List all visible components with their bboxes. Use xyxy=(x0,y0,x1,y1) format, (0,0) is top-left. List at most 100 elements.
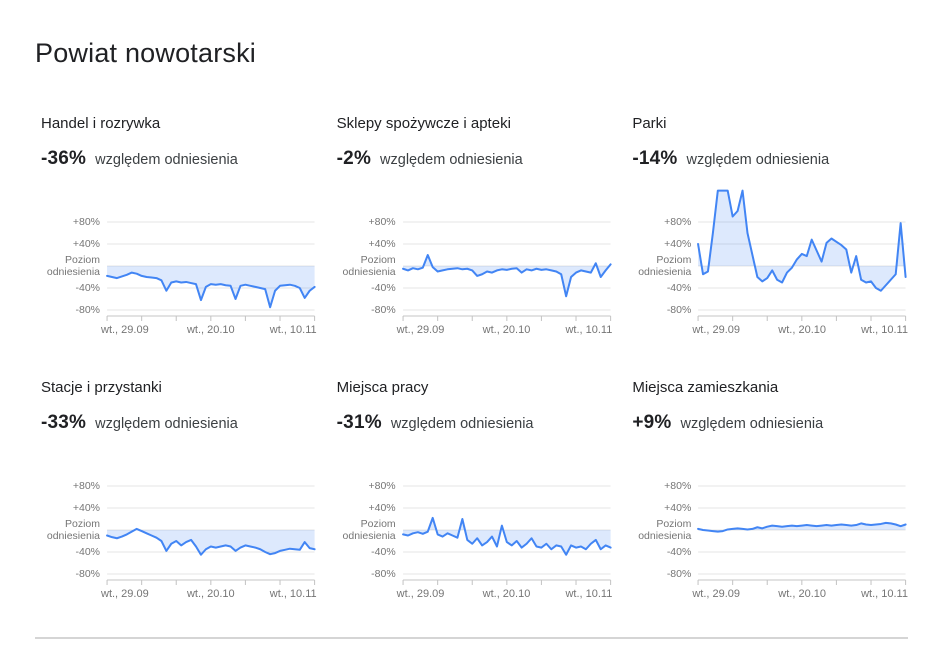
line-chart[interactable] xyxy=(401,449,613,587)
change-suffix: względem odniesienia xyxy=(380,152,523,168)
x-tick-start: wt., 29.09 xyxy=(396,588,445,600)
change-line: -31% względem odniesienia xyxy=(337,412,613,434)
chart-area: +80% +40% Poziom odniesienia -40% -80% xyxy=(41,185,317,323)
change-value: -31% xyxy=(336,412,382,433)
y-tick-minus40: -40% xyxy=(75,282,100,294)
y-tick-minus40: -40% xyxy=(75,546,100,558)
y-axis-labels: +80% +40% Poziom odniesienia -40% -80% xyxy=(41,185,105,323)
baseline-label: Poziom odniesienia xyxy=(46,518,100,542)
chart-area: +80% +40% Poziom odniesienia -40% -80% xyxy=(41,449,317,587)
x-tick-end: wt., 10.11 xyxy=(861,324,908,336)
change-line: +9% względem odniesienia xyxy=(632,412,908,434)
x-tick-mid: wt., 20.10 xyxy=(778,324,827,336)
change-line: -2% względem odniesienia xyxy=(337,148,613,170)
y-axis-labels: +80% +40% Poziom odniesienia -40% -80% xyxy=(337,449,401,587)
change-value: -2% xyxy=(336,148,372,169)
line-chart[interactable] xyxy=(696,449,908,587)
line-chart[interactable] xyxy=(105,449,317,587)
y-tick-plus80: +80% xyxy=(72,480,100,492)
baseline-label: Poziom odniesienia xyxy=(638,518,692,542)
y-tick-minus40: -40% xyxy=(371,546,396,558)
x-axis-labels: wt., 29.09 wt., 20.10 wt., 10.11 xyxy=(101,324,317,339)
chart-category-title: Miejsca zamieszkania xyxy=(632,379,779,396)
y-tick-minus40: -40% xyxy=(371,282,396,294)
chart-area: +80% +40% Poziom odniesienia -40% -80% xyxy=(337,185,613,323)
baseline-label: Poziom odniesienia xyxy=(342,254,396,278)
change-value: +9% xyxy=(632,412,672,433)
y-tick-plus80: +80% xyxy=(368,480,396,492)
chart-tile-sklepy-i-apteki: Sklepy spożywcze i apteki -2% względem o… xyxy=(331,115,613,339)
change-suffix: względem odniesienia xyxy=(390,416,534,432)
line-chart[interactable] xyxy=(105,185,317,323)
y-tick-plus40: +40% xyxy=(72,502,100,514)
change-value: -14% xyxy=(632,148,678,169)
chart-area: +80% +40% Poziom odniesienia -40% -80% xyxy=(632,449,908,587)
line-chart[interactable] xyxy=(401,185,613,323)
chart-tile-stacje-i-przystanki: Stacje i przystanki -33% względem odnies… xyxy=(35,379,317,603)
change-line: -36% względem odniesienia xyxy=(41,148,317,170)
charts-grid: Handel i rozrywka -36% względem odniesie… xyxy=(35,115,908,603)
change-suffix: względem odniesienia xyxy=(680,416,824,432)
x-axis-labels: wt., 29.09 wt., 20.10 wt., 10.11 xyxy=(101,588,317,603)
x-tick-start: wt., 29.09 xyxy=(101,324,149,336)
y-tick-minus40: -40% xyxy=(666,546,692,558)
change-line: -33% względem odniesienia xyxy=(41,412,317,434)
y-tick-plus80: +80% xyxy=(72,216,100,228)
baseline-label: Poziom odniesienia xyxy=(342,518,396,542)
x-axis-labels: wt., 29.09 wt., 20.10 wt., 10.11 xyxy=(692,588,908,603)
x-tick-start: wt., 29.09 xyxy=(101,588,149,600)
y-tick-minus80: -80% xyxy=(666,304,692,316)
x-tick-mid: wt., 20.10 xyxy=(186,588,235,600)
x-tick-end: wt., 10.11 xyxy=(269,588,317,600)
chart-tile-miejsca-pracy: Miejsca pracy -31% względem odniesienia … xyxy=(331,379,613,603)
y-tick-plus40: +40% xyxy=(72,238,100,250)
chart-category-title: Miejsca pracy xyxy=(336,379,429,396)
chart-area: +80% +40% Poziom odniesienia -40% -80% xyxy=(337,449,613,587)
y-tick-minus80: -80% xyxy=(666,568,692,580)
x-axis-labels: wt., 29.09 wt., 20.10 wt., 10.11 xyxy=(692,324,908,339)
chart-category-title: Parki xyxy=(632,115,667,132)
y-tick-minus80: -80% xyxy=(371,304,396,316)
chart-category-title: Sklepy spożywcze i apteki xyxy=(336,115,511,132)
bottom-divider xyxy=(35,637,908,639)
chart-category-title: Stacje i przystanki xyxy=(41,379,162,396)
y-tick-minus80: -80% xyxy=(75,304,100,316)
x-tick-end: wt., 10.11 xyxy=(861,588,908,600)
x-tick-mid: wt., 20.10 xyxy=(186,324,235,336)
y-axis-labels: +80% +40% Poziom odniesienia -40% -80% xyxy=(632,449,696,587)
baseline-label: Poziom odniesienia xyxy=(46,254,100,278)
x-tick-start: wt., 29.09 xyxy=(396,324,445,336)
chart-category-title: Handel i rozrywka xyxy=(41,115,161,132)
y-tick-plus40: +40% xyxy=(664,502,692,514)
chart-area: +80% +40% Poziom odniesienia -40% -80% xyxy=(632,185,908,323)
x-tick-end: wt., 10.11 xyxy=(565,324,613,336)
y-tick-minus80: -80% xyxy=(75,568,100,580)
change-suffix: względem odniesienia xyxy=(686,152,830,168)
x-tick-end: wt., 10.11 xyxy=(565,588,613,600)
line-chart[interactable] xyxy=(696,185,908,323)
x-axis-labels: wt., 29.09 wt., 20.10 wt., 10.11 xyxy=(397,324,613,339)
y-axis-labels: +80% +40% Poziom odniesienia -40% -80% xyxy=(337,185,401,323)
y-tick-minus40: -40% xyxy=(666,282,692,294)
y-tick-plus40: +40% xyxy=(664,238,692,250)
chart-tile-parki: Parki -14% względem odniesienia +80% +40… xyxy=(626,115,908,339)
y-tick-minus80: -80% xyxy=(371,568,396,580)
x-tick-mid: wt., 20.10 xyxy=(778,588,827,600)
y-tick-plus40: +40% xyxy=(368,238,396,250)
change-line: -14% względem odniesienia xyxy=(632,148,908,170)
y-tick-plus80: +80% xyxy=(368,216,396,228)
chart-tile-miejsca-zamieszkania: Miejsca zamieszkania +9% względem odnies… xyxy=(626,379,908,603)
change-value: -36% xyxy=(41,148,87,169)
x-tick-end: wt., 10.11 xyxy=(269,324,317,336)
x-tick-mid: wt., 20.10 xyxy=(482,324,531,336)
x-tick-mid: wt., 20.10 xyxy=(482,588,531,600)
baseline-label: Poziom odniesienia xyxy=(638,254,692,278)
x-tick-start: wt., 29.09 xyxy=(692,324,741,336)
y-tick-plus80: +80% xyxy=(664,480,692,492)
change-suffix: względem odniesienia xyxy=(95,416,238,432)
chart-tile-handel-i-rozrywka: Handel i rozrywka -36% względem odniesie… xyxy=(35,115,317,339)
y-tick-plus80: +80% xyxy=(664,216,692,228)
page-title: Powiat nowotarski xyxy=(35,38,256,68)
x-tick-start: wt., 29.09 xyxy=(692,588,741,600)
